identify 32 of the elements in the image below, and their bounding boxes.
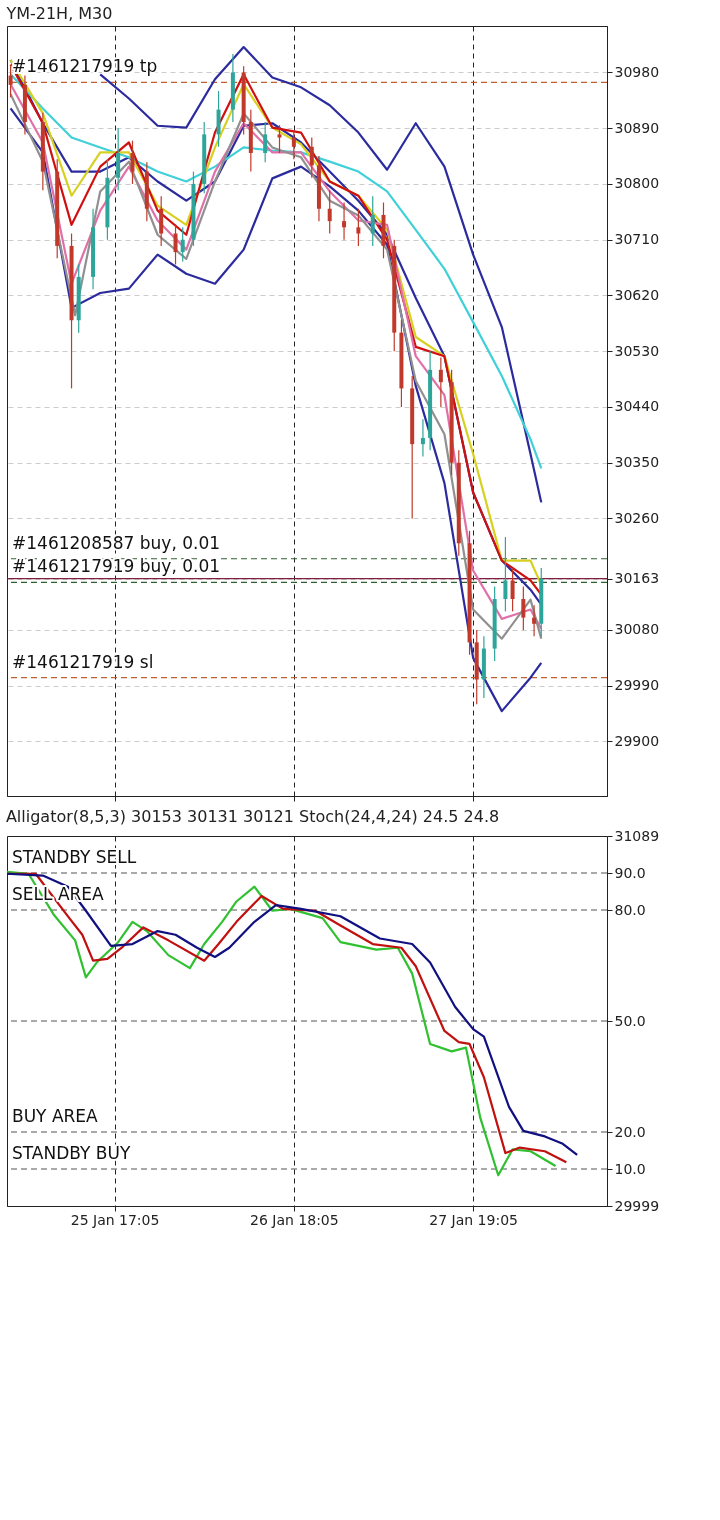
y-tick-label: 10.0 xyxy=(614,1160,646,1177)
y-tick-label: 30350 xyxy=(614,454,660,471)
y-tick-label: 20.0 xyxy=(614,1123,646,1140)
y-tick-label: 29900 xyxy=(614,732,660,749)
ref-line-label: BUY AREA xyxy=(12,1106,99,1126)
chart-title: YM-21H, M30 xyxy=(5,4,113,23)
y-tick-label: 30800 xyxy=(614,175,660,192)
y-tick-label: 30530 xyxy=(614,342,660,359)
y-tick-label: 29990 xyxy=(614,677,660,694)
y-tick-label: 30620 xyxy=(614,286,660,303)
y-tick-label: 30710 xyxy=(614,231,660,248)
y-tick-label: 50.0 xyxy=(614,1012,646,1029)
y2-tick-label: 29999 xyxy=(614,1197,660,1214)
y2-tick-label: 31089 xyxy=(614,827,660,844)
y-tick-label: 30440 xyxy=(614,398,660,415)
ref-line-label: STANDBY SELL xyxy=(12,847,137,867)
y-tick-label: 30890 xyxy=(614,119,660,136)
y-tick-label: 90.0 xyxy=(614,864,646,881)
y-tick-label: 30260 xyxy=(614,509,660,526)
ref-line-label: #1461217919 buy, 0.01 xyxy=(12,556,221,577)
x-tick-label: 25 Jan 17:05 xyxy=(70,1211,160,1228)
chart-title: Alligator(8,5,3) 30153 30131 30121 Stoch(24,4,24) 24.5 24.8 xyxy=(5,807,500,826)
ref-line-label: STANDBY BUY xyxy=(12,1143,131,1163)
ref-line-label: #1461217919 sl xyxy=(12,651,154,672)
ref-line-label: #1461208587 buy, 0.01 xyxy=(12,532,221,553)
y-tick-label: 30080 xyxy=(614,621,660,638)
y-tick-label: 30980 xyxy=(614,63,660,80)
y-tick-label: 80.0 xyxy=(614,901,646,918)
ref-line-label: #1461217919 tp xyxy=(12,56,158,77)
y-tick-label: 30163 xyxy=(614,570,660,587)
x-tick-label: 27 Jan 19:05 xyxy=(429,1211,518,1228)
x-tick-label: 26 Jan 18:05 xyxy=(250,1211,339,1228)
